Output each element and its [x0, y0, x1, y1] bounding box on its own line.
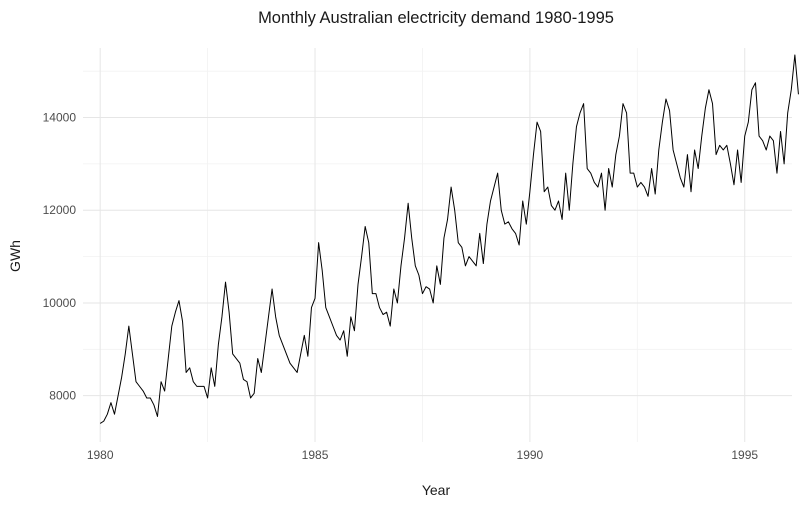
- y-tick-label: 8000: [49, 389, 76, 403]
- x-tick-label: 1990: [517, 448, 544, 462]
- x-tick-label: 1985: [302, 448, 329, 462]
- x-tick-label: 1980: [87, 448, 114, 462]
- series-line: [99, 54, 799, 424]
- y-axis-tick-labels: 8000 10000 12000 14000: [43, 111, 77, 403]
- y-tick-label: 10000: [43, 296, 77, 310]
- y-tick-label: 14000: [43, 111, 77, 125]
- major-gridlines: [83, 48, 792, 442]
- series-layer: [99, 54, 799, 424]
- x-axis-tick-labels: 1980 1985 1990 1995: [87, 448, 759, 462]
- x-axis-title: Year: [422, 482, 451, 498]
- chart-title: Monthly Australian electricity demand 19…: [258, 9, 614, 27]
- y-tick-label: 12000: [43, 203, 77, 217]
- y-axis-title: GWh: [7, 240, 23, 272]
- minor-gridlines: [83, 48, 792, 442]
- x-tick-label: 1995: [731, 448, 758, 462]
